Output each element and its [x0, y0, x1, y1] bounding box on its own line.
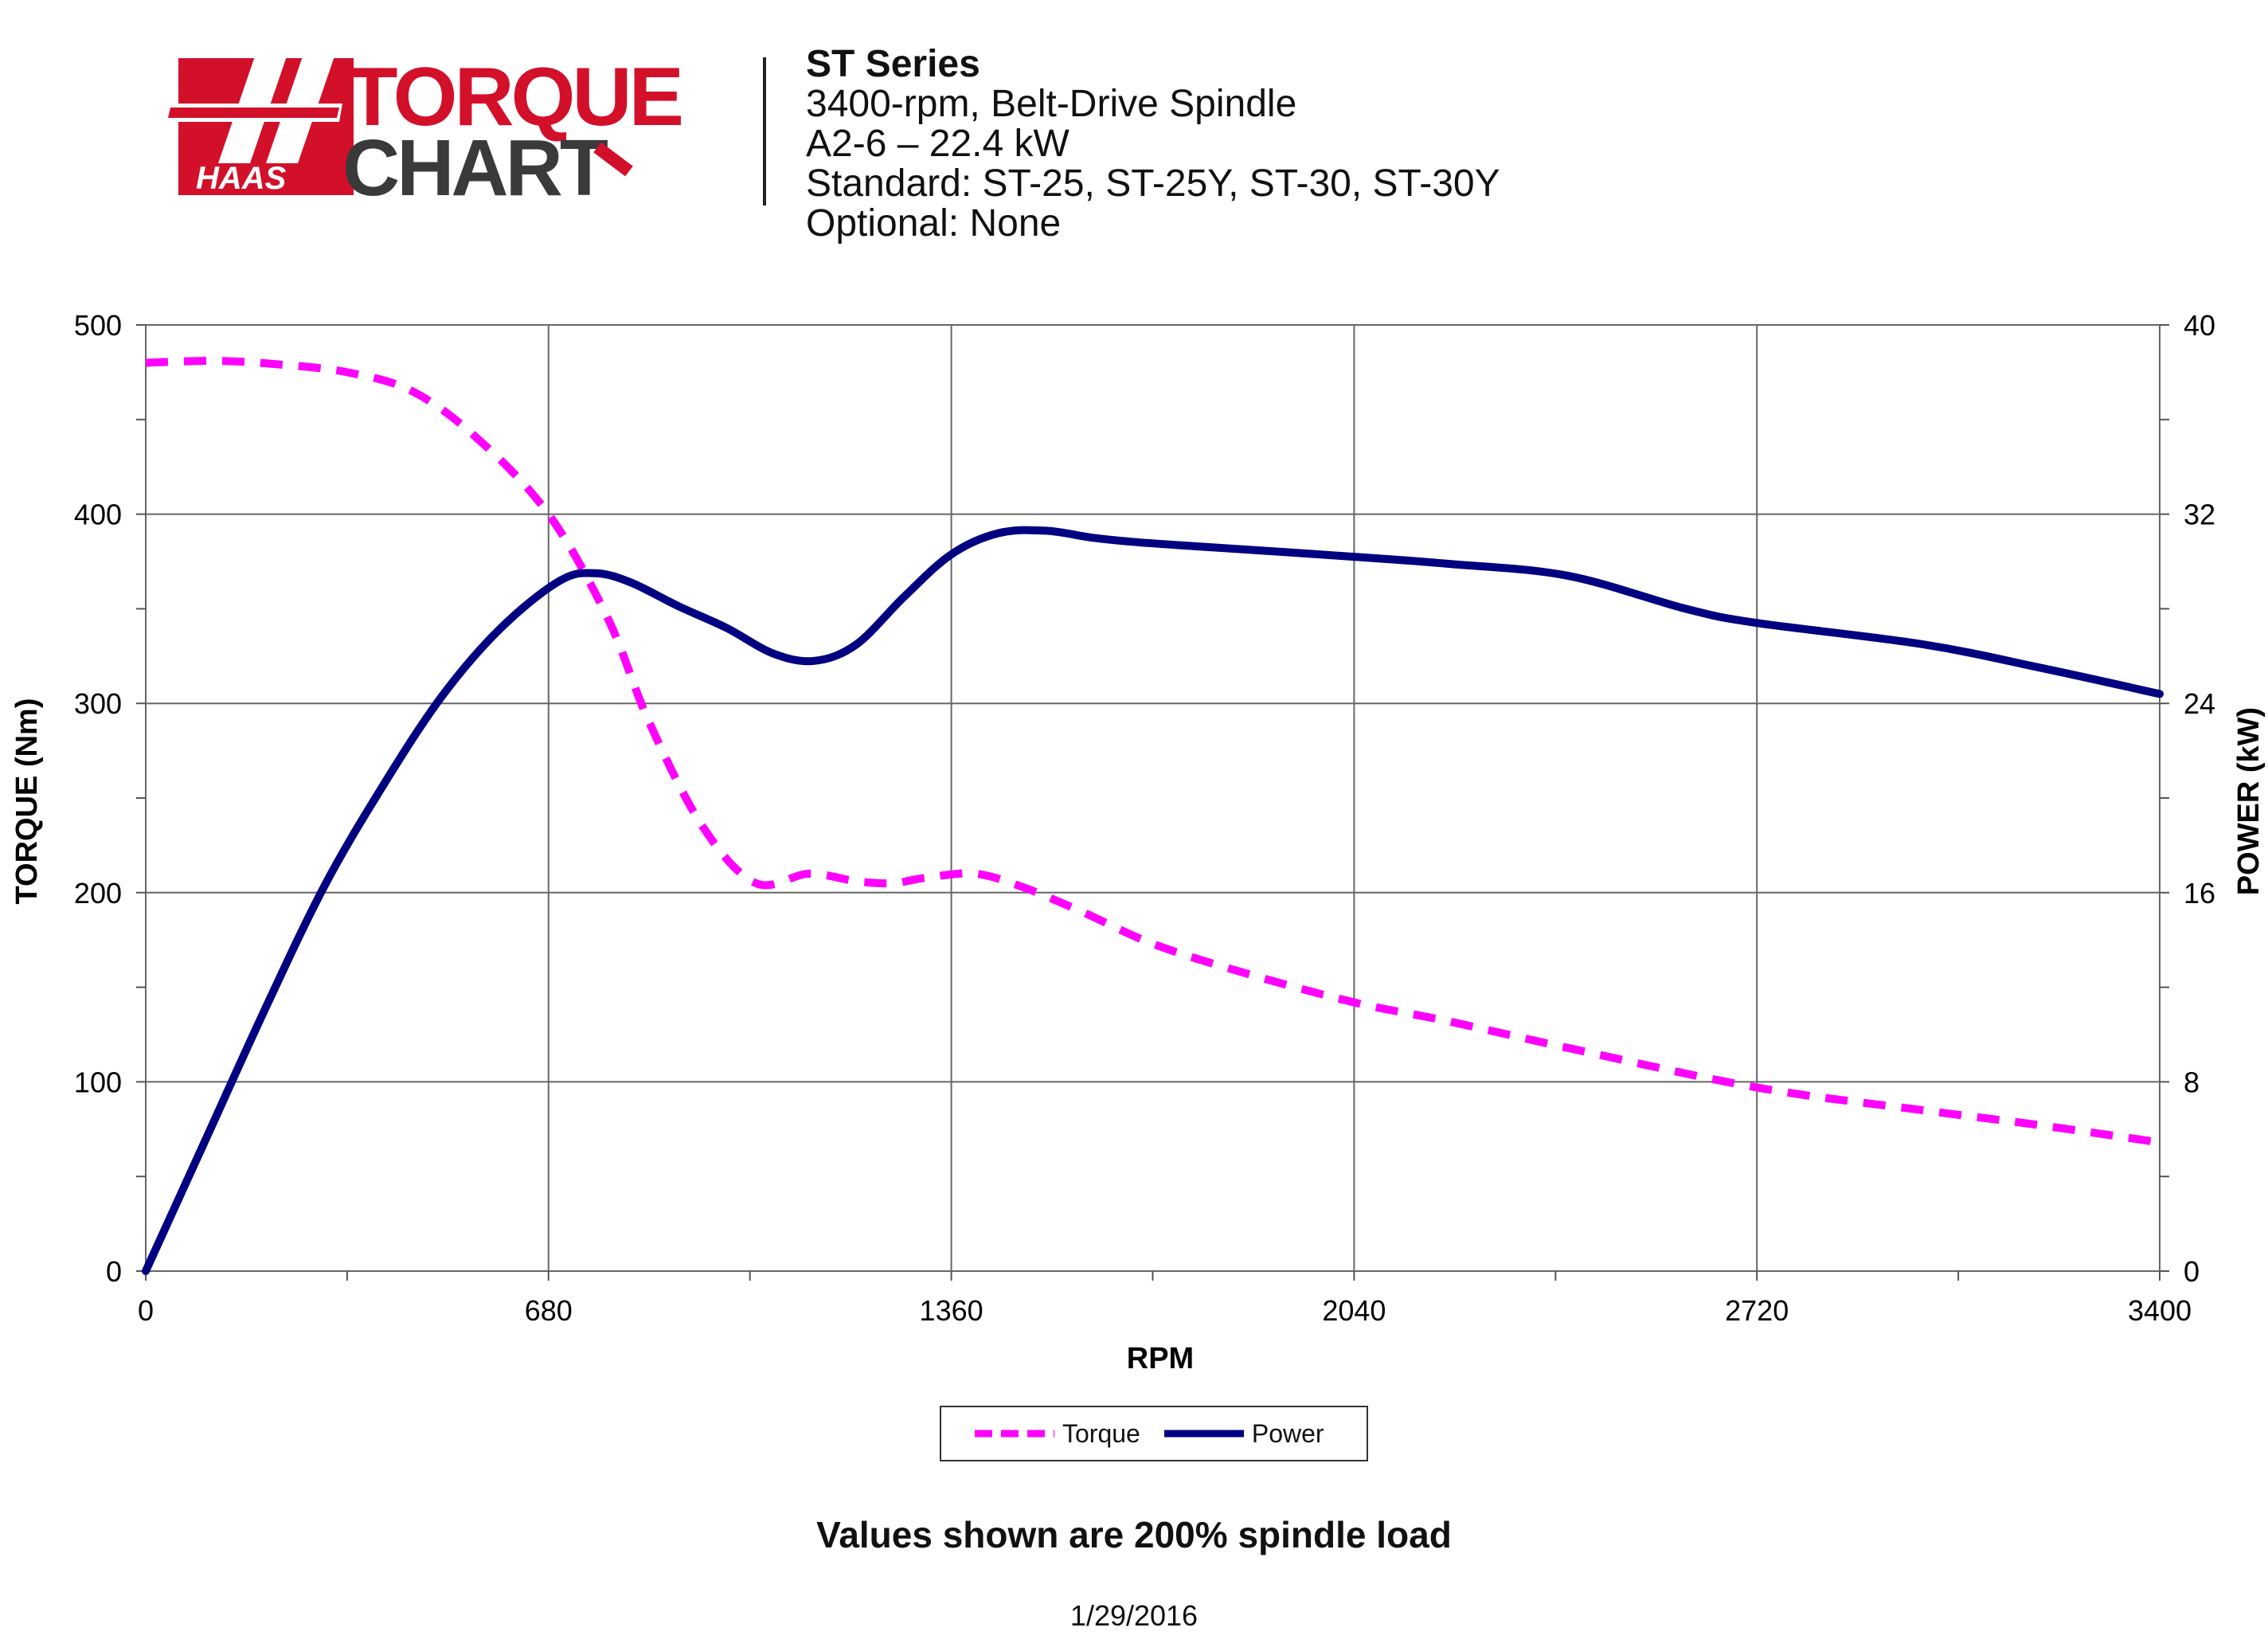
y-tick-label: 400 — [74, 499, 122, 531]
x-tick-label: 3400 — [2128, 1294, 2192, 1327]
logo-word-chart: CHART — [342, 123, 608, 203]
y2-tick-label: 24 — [2184, 687, 2215, 720]
logo-q-tail — [593, 142, 633, 177]
chart-date: 1/29/2016 — [1069, 1599, 1199, 1632]
y2-tick-label: 8 — [2184, 1066, 2200, 1098]
logo-word-torque: TORQUE — [347, 51, 682, 143]
legend-swatch-torque — [975, 1430, 1054, 1438]
x-tick-label: 2720 — [1725, 1294, 1789, 1327]
y-tick-label: 300 — [74, 687, 122, 720]
legend-label-power: Power — [1251, 1418, 1324, 1448]
torque-power-chart: 0 680 1360 2040 2720 3400 0 100 200 300 400 500 0 8 16… — [10, 309, 2266, 1375]
y-axis-label-torque: TORQUE (Nm) — [10, 698, 44, 905]
legend: Torque Power — [940, 1406, 1368, 1461]
x-tick-label: 2040 — [1322, 1294, 1386, 1327]
series-layer — [142, 357, 2164, 1275]
header-line-power: A2-6 – 22.4 kW — [806, 123, 1069, 165]
y2-tick-label: 40 — [2184, 309, 2215, 342]
y-tick-label: 100 — [74, 1066, 122, 1098]
plot-area — [145, 324, 2160, 1272]
y2-tick-label: 32 — [2184, 499, 2215, 531]
legend-label-torque: Torque — [1062, 1418, 1140, 1448]
x-axis-label: RPM — [1127, 1342, 1194, 1375]
x-tick-label: 0 — [138, 1294, 154, 1327]
tick-labels: 0 680 1360 2040 2720 3400 0 100 200 300 400 500 0 8 16… — [74, 309, 2215, 1327]
y2-tick-label: 0 — [2184, 1255, 2200, 1288]
y-tick-label: 200 — [74, 877, 122, 910]
spindle-load-note: Values shown are 200% spindle load — [816, 1514, 1452, 1555]
grid — [145, 324, 2160, 1272]
y-tick-label: 500 — [74, 309, 122, 342]
series-title: ST Series — [806, 43, 980, 85]
series-line-power — [142, 526, 2164, 1275]
series-line-torque — [145, 357, 2160, 1147]
logo-bar-red — [168, 108, 339, 118]
header-line-rpm: 3400-rpm, Belt-Drive Spindle — [806, 83, 1297, 125]
chart-header: ST Series 3400-rpm, Belt-Drive Spindle A… — [806, 45, 1500, 244]
legend-swatch-power — [1163, 1430, 1244, 1438]
header-line-optional: Optional: None — [806, 202, 1062, 245]
y-axis-label-power: POWER (kW) — [2232, 707, 2266, 895]
legend-item-power: Power — [1159, 1419, 1324, 1449]
axis-ticks — [136, 324, 2169, 1281]
header-divider — [763, 57, 766, 205]
header-line-standard: Standard: ST-25, ST-25Y, ST-30, ST-30Y — [806, 162, 1500, 205]
x-tick-label: 1360 — [920, 1294, 983, 1327]
legend-item-torque: Torque — [970, 1419, 1140, 1449]
x-tick-label: 680 — [525, 1294, 573, 1327]
y-tick-label: 0 — [106, 1255, 122, 1288]
haas-torque-chart-logo: HAAS TORQUE CHART — [164, 51, 685, 203]
y2-tick-label: 16 — [2184, 877, 2215, 910]
logo-brand: HAAS — [196, 161, 287, 196]
